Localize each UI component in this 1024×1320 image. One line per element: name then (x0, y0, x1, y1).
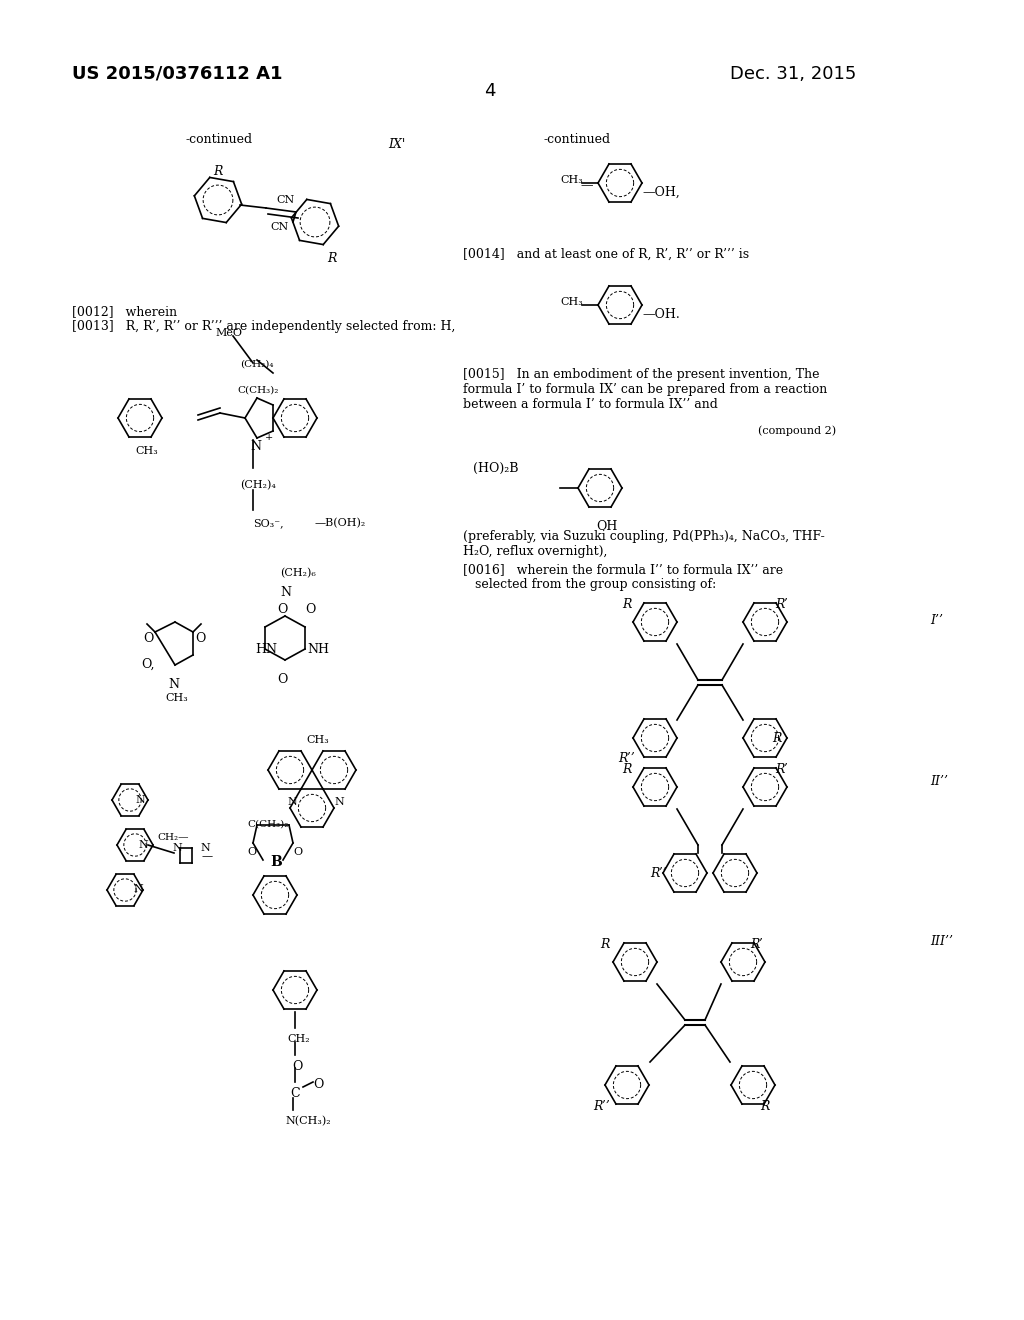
Text: CH₃: CH₃ (560, 297, 583, 308)
Text: MeO: MeO (215, 327, 242, 338)
Text: N: N (172, 843, 181, 853)
Text: O: O (292, 1060, 302, 1073)
Text: selected from the group consisting of:: selected from the group consisting of: (463, 578, 716, 591)
Text: N: N (138, 840, 147, 850)
Text: III’’: III’’ (930, 935, 953, 948)
Text: H₂O, reflux overnight),: H₂O, reflux overnight), (463, 545, 607, 558)
Text: R’: R’ (750, 939, 763, 950)
Text: OH: OH (596, 520, 617, 533)
Text: R: R (760, 1100, 769, 1113)
Text: (CH₂)₆: (CH₂)₆ (280, 568, 315, 578)
Text: O: O (278, 673, 288, 686)
Text: (CH₂)₄: (CH₂)₄ (240, 360, 273, 370)
Text: [0016]   wherein the formula I’’ to formula IX’’ are: [0016] wherein the formula I’’ to formul… (463, 564, 783, 576)
Text: CH₃: CH₃ (135, 446, 158, 455)
Text: B: B (270, 855, 282, 869)
Text: II’’: II’’ (930, 775, 948, 788)
Text: R’: R’ (775, 763, 787, 776)
Text: —: — (580, 180, 593, 191)
Text: O: O (247, 847, 256, 857)
Text: N: N (334, 797, 344, 807)
Text: R: R (772, 733, 781, 744)
Text: CH₂—: CH₂— (157, 833, 188, 842)
Text: (preferably, via Suzuki coupling, Pd(PPh₃)₄, NaCO₃, THF-: (preferably, via Suzuki coupling, Pd(PPh… (463, 531, 824, 543)
Text: R: R (622, 763, 632, 776)
Text: O: O (313, 1078, 324, 1092)
Text: CN: CN (270, 222, 288, 232)
Text: I’’: I’’ (930, 614, 943, 627)
Text: IX': IX' (388, 139, 406, 150)
Text: CH₃: CH₃ (560, 176, 583, 185)
Text: (compound 2): (compound 2) (758, 425, 837, 436)
Text: C(CH₃)₂: C(CH₃)₂ (247, 820, 289, 829)
Text: —: — (202, 851, 213, 861)
Text: N: N (250, 440, 261, 453)
Text: +: + (265, 433, 273, 442)
Text: [0014]   and at least one of R, R’, R’’ or R’’’ is: [0014] and at least one of R, R’, R’’ or… (463, 248, 750, 261)
Text: [0013]   R, R’, R’’ or R’’’ are independently selected from: H,: [0013] R, R’, R’’ or R’’’ are independen… (72, 319, 456, 333)
Text: CH₃: CH₃ (165, 693, 187, 704)
Text: NH: NH (307, 643, 329, 656)
Text: between a formula I’ to formula IX’’ and: between a formula I’ to formula IX’’ and (463, 399, 718, 411)
Text: N: N (287, 797, 297, 807)
Text: -continued: -continued (185, 133, 252, 147)
Text: SO₃⁻,: SO₃⁻, (253, 517, 284, 528)
Text: N(CH₃)₂: N(CH₃)₂ (285, 1115, 331, 1126)
Text: O,: O, (141, 657, 155, 671)
Text: O: O (143, 632, 154, 645)
Text: N: N (135, 795, 144, 805)
Text: —OH,: —OH, (642, 186, 680, 199)
Text: HN: HN (255, 643, 278, 656)
Text: 4: 4 (484, 82, 496, 100)
Text: N: N (200, 843, 210, 853)
Text: O: O (278, 603, 288, 616)
Text: —OH.: —OH. (642, 308, 680, 321)
Text: R’’: R’’ (618, 752, 635, 766)
Text: C: C (290, 1086, 300, 1100)
Text: R’’: R’’ (593, 1100, 609, 1113)
Text: O: O (305, 603, 315, 616)
Text: O: O (293, 847, 302, 857)
Text: Dec. 31, 2015: Dec. 31, 2015 (730, 65, 856, 83)
Text: CN: CN (276, 195, 294, 205)
Text: US 2015/0376112 A1: US 2015/0376112 A1 (72, 65, 283, 83)
Text: [0012]   wherein: [0012] wherein (72, 305, 177, 318)
Text: O: O (195, 632, 206, 645)
Text: (HO)₂B: (HO)₂B (473, 462, 518, 475)
Text: (CH₂)₄: (CH₂)₄ (240, 480, 275, 490)
Text: -continued: -continued (543, 133, 610, 147)
Text: R’’: R’’ (650, 867, 667, 880)
Text: R: R (600, 939, 609, 950)
Text: R: R (327, 252, 336, 265)
Text: R’: R’ (775, 598, 787, 611)
Text: CH₃: CH₃ (306, 735, 329, 744)
Text: R: R (622, 598, 632, 611)
Text: N: N (280, 586, 291, 599)
Text: N: N (133, 884, 142, 894)
Text: —B(OH)₂: —B(OH)₂ (315, 517, 367, 528)
Text: N: N (168, 678, 179, 690)
Text: [0015]   In an embodiment of the present invention, The: [0015] In an embodiment of the present i… (463, 368, 819, 381)
Text: C(CH₃)₂: C(CH₃)₂ (237, 385, 279, 395)
Text: R: R (213, 165, 222, 178)
Text: CH₂: CH₂ (287, 1034, 309, 1044)
Text: formula I’ to formula IX’ can be prepared from a reaction: formula I’ to formula IX’ can be prepare… (463, 383, 827, 396)
